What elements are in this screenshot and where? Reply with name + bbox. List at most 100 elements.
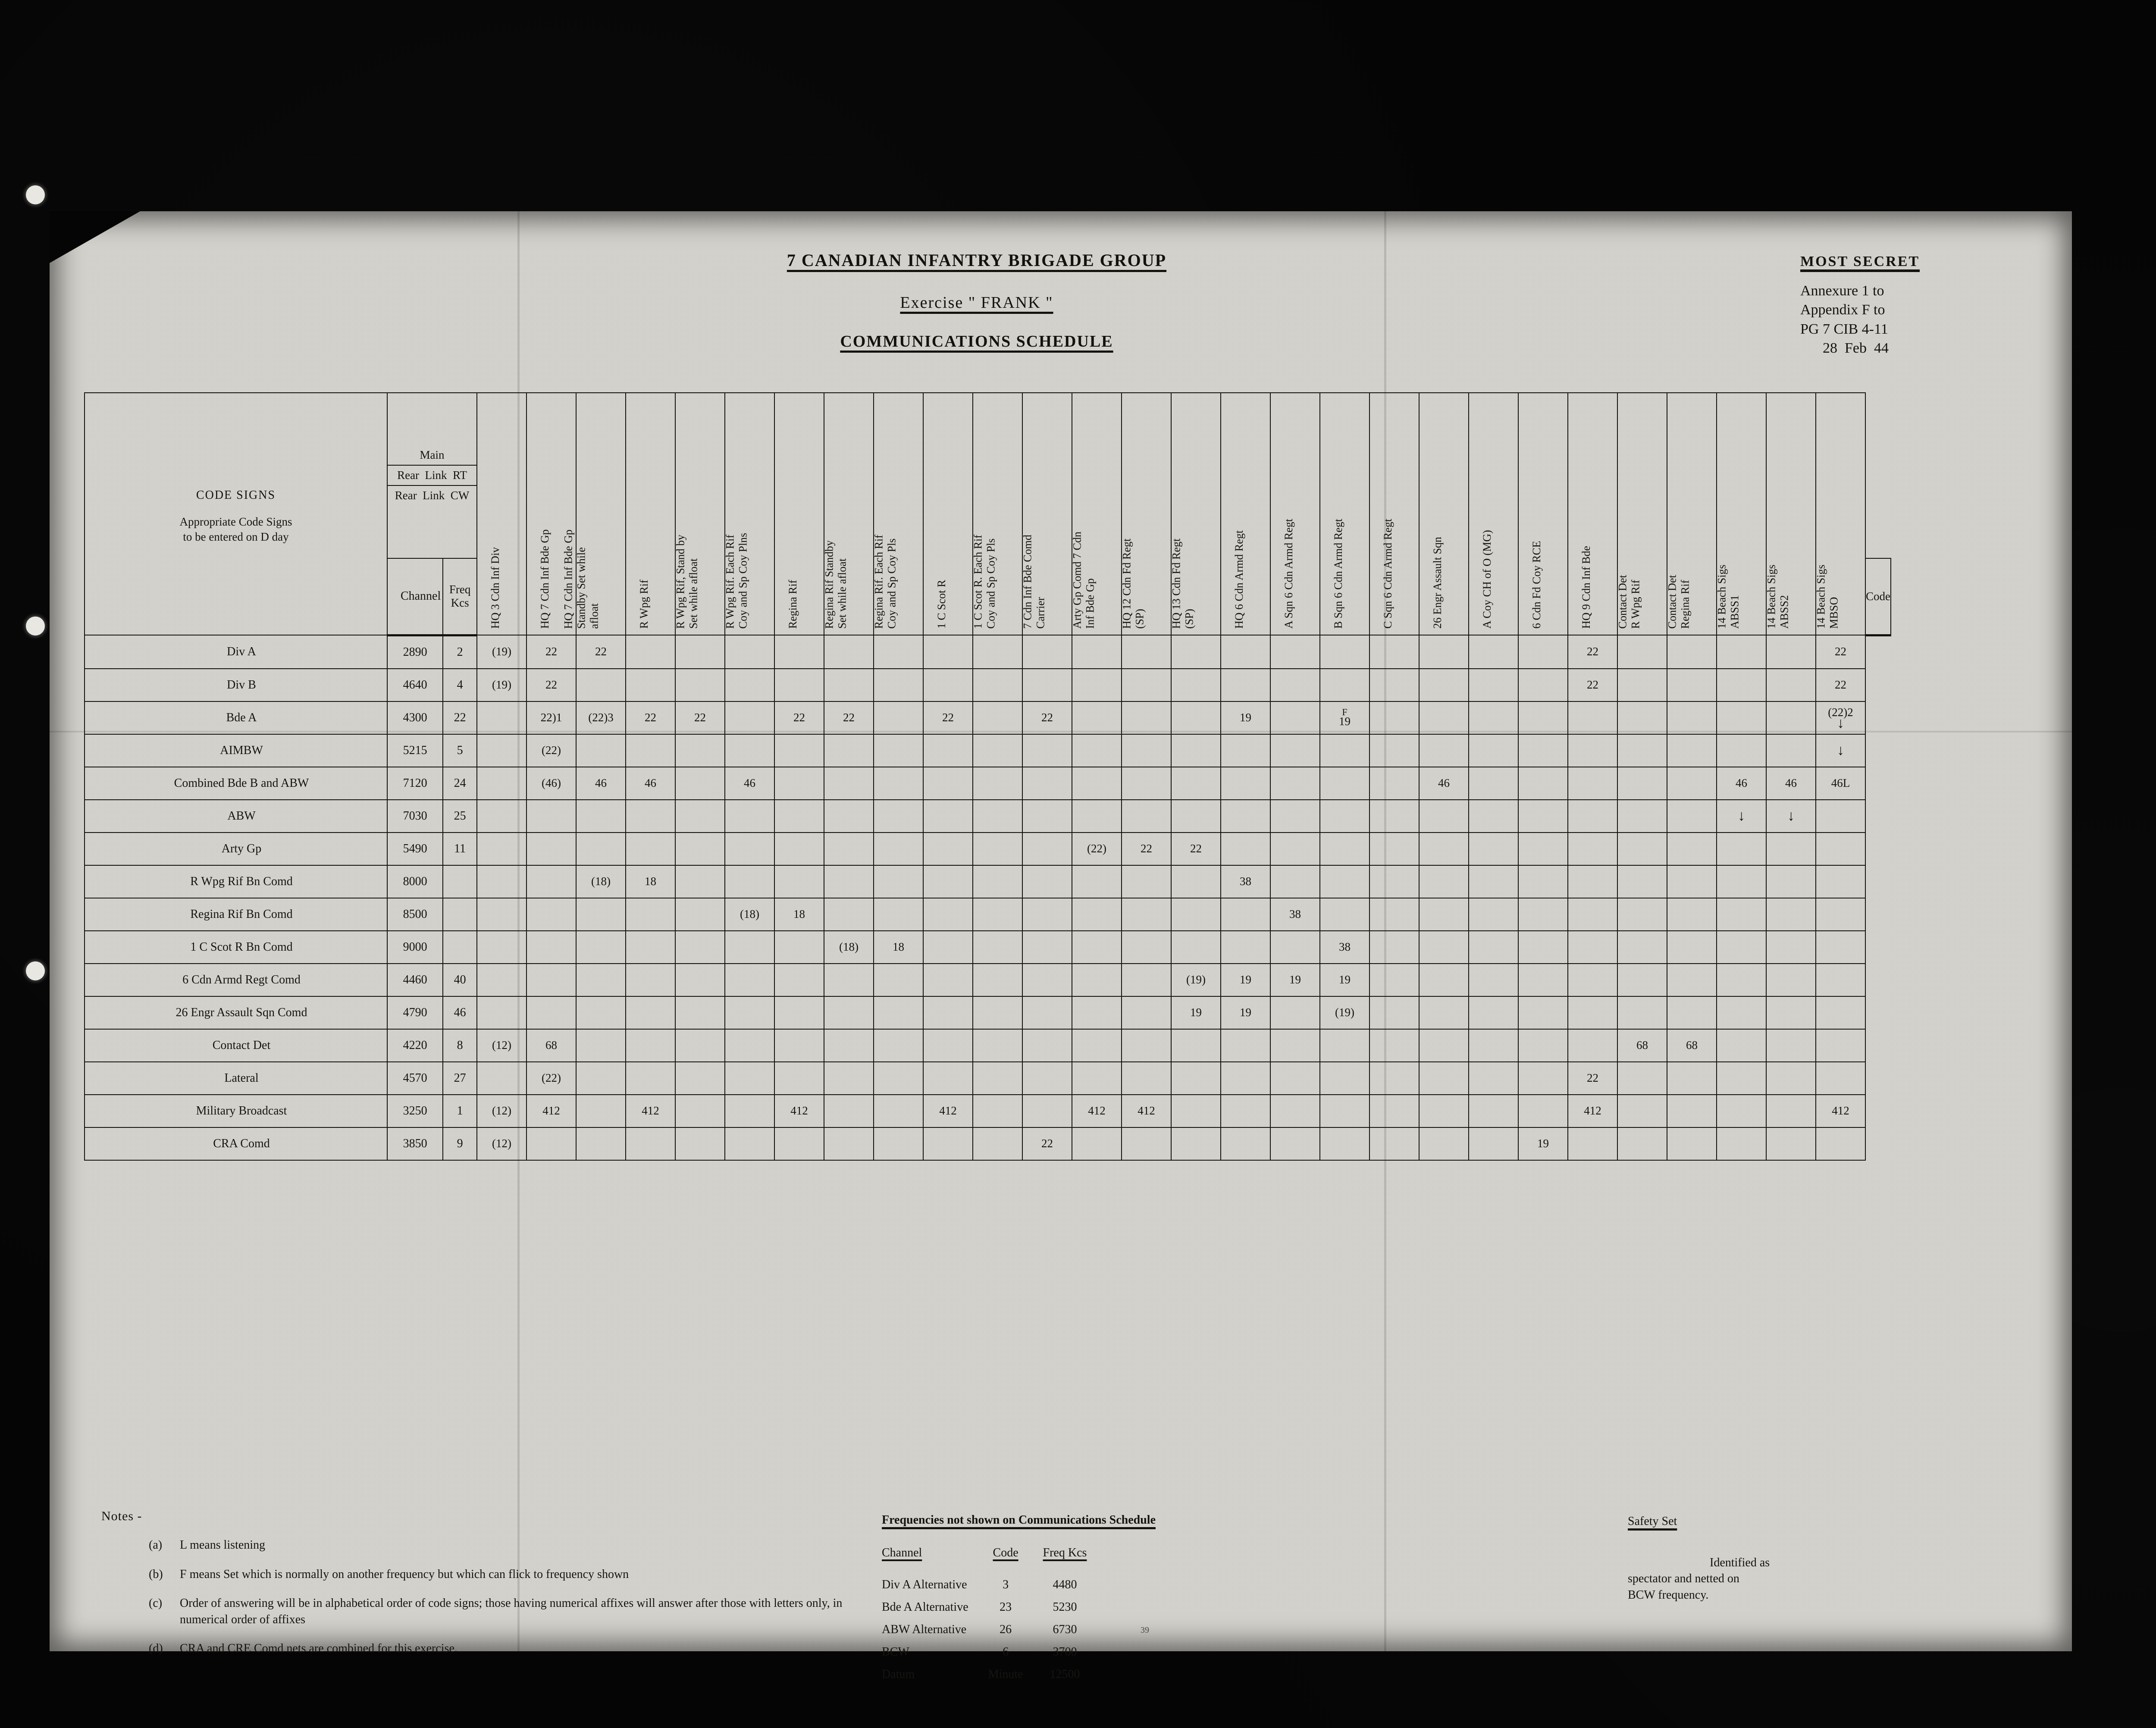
cell-a-coy-ch-of-o-mg: [1468, 1094, 1519, 1128]
cell-regina-rif-standby: [824, 668, 874, 702]
cell-r-wpg-rif-each-rif-coy: [724, 733, 775, 767]
cell-6-cdn-fd-coy-rce: [1518, 1061, 1568, 1095]
cell-contact-det-regina-rif: [1667, 635, 1717, 669]
cell-r-wpg-rif-standby: [675, 963, 725, 997]
cell-26-engr-assault-sqn: [1419, 1094, 1469, 1128]
cell-hq-3-cdn-inf-div: [476, 1061, 527, 1095]
cell-6-cdn-fd-coy-rce: [1518, 635, 1568, 669]
cell-14-beach-sigs-abss2: [1766, 864, 1816, 898]
cell-hq-13-cdn-fd-regt: [1171, 1028, 1221, 1062]
cell-7-cdn-inf-bde-comd-carrier: [1022, 930, 1072, 964]
column-header-14-beach-sigs-abss1: 14 Beach Sigs ABSS1: [1715, 392, 1767, 635]
page-number: 39: [1141, 1625, 1149, 1635]
cell-r-wpg-rif: [625, 799, 676, 833]
column-header-hq-7-cdn-inf-bde-gp: HQ 7 Cdn Inf Bde Gp: [526, 392, 577, 635]
cell-hq-7-cdn-inf-bde-gp: 68: [526, 1028, 577, 1062]
note-item: (a) L means listening: [149, 1537, 847, 1553]
note-text: F means Set which is normally on another…: [180, 1567, 629, 1581]
fns-channel: Div A Alternative: [882, 1578, 967, 1591]
cell-a-coy-ch-of-o-mg: [1468, 766, 1519, 800]
frequencies-not-shown-title: Frequencies not shown on Communications …: [882, 1513, 1156, 1527]
row-channel-label: CRA Comd: [84, 1127, 388, 1161]
cell-hq-12-cdn-fd-regt: 22: [1121, 832, 1172, 866]
cell-a-sqn-6-cdn-armd-regt: [1270, 1028, 1320, 1062]
cell-r-wpg-rif: [625, 668, 676, 702]
cell-hq-13-cdn-fd-regt: [1171, 1094, 1221, 1128]
cell-14-beach-sigs-abss1: [1716, 897, 1767, 931]
column-header-a-coy-ch-of-o-mg: A Coy CH of O (MG): [1468, 392, 1519, 635]
row-code: [442, 897, 477, 931]
note-item: (d) CRA and CRE Comd nets are combined fo…: [149, 1640, 847, 1657]
row-freq-kcs: 5490: [386, 832, 444, 866]
cell-regina-rif-standby: [824, 963, 874, 997]
cell-1-c-scot-r: [923, 963, 973, 997]
cell-hq-12-cdn-fd-regt: 412: [1121, 1094, 1172, 1128]
cell-1-c-scot-r-each-rif-coy: [972, 995, 1023, 1030]
row-code: 8: [442, 1028, 477, 1062]
cell-hq-7-cdn-inf-bde-gp-standby: [576, 1127, 626, 1161]
cell-hq-9-cdn-inf-bde: [1567, 995, 1618, 1030]
cell-hq-7-cdn-inf-bde-gp-standby: [576, 799, 626, 833]
cell-contact-det-regina-rif: [1667, 1127, 1717, 1161]
cell-26-engr-assault-sqn: [1419, 1061, 1469, 1095]
cell-regina-rif-each-rif-coy: [873, 766, 924, 800]
frequencies-not-shown-table: Channel Code Freq Kcs Div A Alternative 3 44…: [882, 1546, 1106, 1686]
row-code: 22: [442, 701, 477, 735]
cell-b-sqn-6-cdn-armd-regt: [1319, 668, 1370, 702]
cell-7-cdn-inf-bde-comd-carrier: [1022, 832, 1072, 866]
cell-a-sqn-6-cdn-armd-regt: [1270, 668, 1320, 702]
cell-regina-rif-each-rif-coy: 18: [873, 930, 924, 964]
freq-kcs-header: Freq Kcs: [442, 557, 477, 636]
row-channel-label: Regina Rif Bn Comd: [84, 897, 388, 931]
table-row: Combined Bde B and ABW 7120 24 (46) 46 46 46 46…: [84, 766, 1891, 800]
cell-r-wpg-rif: [625, 1127, 676, 1161]
cell-arty-gp-comd-7-cdn-inf-bde-gp: [1072, 930, 1122, 964]
cell-a-coy-ch-of-o-mg: [1468, 701, 1519, 735]
column-header-r-wpg-rif-each-rif-coy: R Wpg Rif. Each Rif Coy and Sp Coy Plns: [724, 392, 775, 635]
cell-regina-rif: [774, 799, 824, 833]
cell-7-cdn-inf-bde-comd-carrier: [1022, 963, 1072, 997]
page-title: 7 CANADIAN INFANTRY BRIGADE GROUP: [787, 250, 1167, 270]
cell-c-sqn-6-cdn-armd-regt: [1369, 635, 1420, 669]
row-freq-kcs: 4570: [386, 1061, 444, 1095]
cell-a-coy-ch-of-o-mg: [1468, 635, 1519, 669]
cell-14-beach-sigs-mbso: 22: [1815, 635, 1866, 669]
communications-schedule-table: CODE SIGNS Appropriate Code Signs to be en…: [84, 392, 1891, 1161]
cell-r-wpg-rif-standby: [675, 733, 725, 767]
cell-7-cdn-inf-bde-comd-carrier: 22: [1022, 1127, 1072, 1161]
cell-r-wpg-rif-each-rif-coy: [724, 995, 775, 1030]
cell-26-engr-assault-sqn: [1419, 897, 1469, 931]
cell-c-sqn-6-cdn-armd-regt: [1369, 799, 1420, 833]
cell-a-coy-ch-of-o-mg: [1468, 832, 1519, 866]
cell-hq-12-cdn-fd-regt: [1121, 701, 1172, 735]
cell-hq-7-cdn-inf-bde-gp-standby: 46: [576, 766, 626, 800]
cell-14-beach-sigs-abss2: [1766, 897, 1816, 931]
cell-r-wpg-rif: 22: [625, 701, 676, 735]
row-channel-label: 26 Engr Assault Sqn Comd: [84, 995, 388, 1030]
cell-a-coy-ch-of-o-mg: [1468, 897, 1519, 931]
cell-hq-12-cdn-fd-regt: [1121, 799, 1172, 833]
table-row: Military Broadcast 3250 1 (12) 412 412 412 412 4…: [84, 1094, 1891, 1128]
cell-regina-rif: [774, 1028, 824, 1062]
cell-hq-6-cdn-armd-regt: [1220, 1127, 1271, 1161]
cell-26-engr-assault-sqn: [1419, 1028, 1469, 1062]
cell-hq-7-cdn-inf-bde-gp-standby: [576, 897, 626, 931]
row-code: 11: [442, 832, 477, 866]
column-header-a-sqn-6-cdn-armd-regt: A Sqn 6 Cdn Armd Regt: [1270, 392, 1320, 635]
cell-contact-det-regina-rif: [1667, 832, 1717, 866]
cell-a-coy-ch-of-o-mg: [1468, 963, 1519, 997]
note-tag: (b): [149, 1567, 163, 1581]
cell-c-sqn-6-cdn-armd-regt: [1369, 1061, 1420, 1095]
safety-set-line-2: spectator and netted on: [1628, 1572, 1739, 1586]
row-channel-label: AIMBW: [84, 733, 388, 767]
cell-b-sqn-6-cdn-armd-regt: 19: [1319, 963, 1370, 997]
cell-26-engr-assault-sqn: [1419, 668, 1469, 702]
cell-contact-det-r-wpg-rif: [1617, 995, 1667, 1030]
cell-hq-3-cdn-inf-div: [476, 963, 527, 997]
cell-1-c-scot-r: [923, 832, 973, 866]
cell-hq-13-cdn-fd-regt: [1171, 1127, 1221, 1161]
fns-row: ABW Alternative 26 6730: [882, 1618, 1106, 1641]
cell-regina-rif-standby: [824, 1028, 874, 1062]
cell-14-beach-sigs-abss1: [1716, 832, 1767, 866]
cell-a-sqn-6-cdn-armd-regt: [1270, 1094, 1320, 1128]
